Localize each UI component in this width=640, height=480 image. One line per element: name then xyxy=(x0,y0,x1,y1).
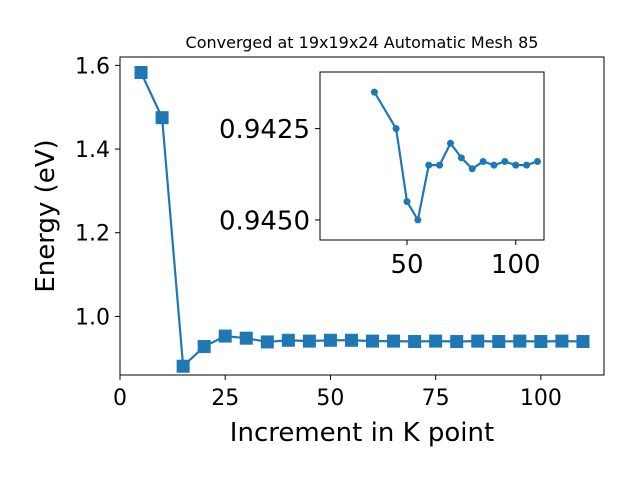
inset-x-tick-label: 100 xyxy=(491,250,541,280)
main-data-point xyxy=(218,329,232,343)
main-y-tick-label: 1.2 xyxy=(75,222,110,247)
main-data-point xyxy=(387,334,401,348)
main-data-point xyxy=(555,334,569,348)
inset-background xyxy=(320,72,544,240)
main-plot-frame xyxy=(119,56,605,376)
inset-x-axis-ticks: 50 100 xyxy=(390,240,541,280)
main-data-point xyxy=(260,335,274,349)
x-axis-label: Increment in K point xyxy=(230,418,494,448)
main-data-point xyxy=(176,359,190,373)
main-data-point xyxy=(323,333,337,347)
main-y-tick-label: 1.6 xyxy=(75,54,110,79)
inset-series xyxy=(370,88,541,224)
inset-data-point xyxy=(457,154,465,162)
main-y-tick-label: 1.0 xyxy=(75,305,110,330)
main-data-point xyxy=(576,335,590,349)
inset-data-point xyxy=(501,157,509,165)
inset-data-point xyxy=(436,161,444,169)
main-y-tick-label: 1.4 xyxy=(75,138,110,163)
main-data-point xyxy=(450,335,464,349)
main-x-tick-label: 75 xyxy=(422,386,450,411)
main-data-point xyxy=(408,335,422,349)
main-data-point xyxy=(513,334,527,348)
main-data-point xyxy=(281,333,295,347)
inset-data-point xyxy=(523,161,531,169)
inset-data-point xyxy=(414,216,422,224)
inset-data-point xyxy=(468,165,476,173)
main-x-axis-ticks: 0 25 50 75 100 xyxy=(113,375,562,411)
main-data-point xyxy=(155,111,169,125)
y-axis-label: Energy (eV) xyxy=(31,139,61,292)
inset-data-point xyxy=(392,125,400,133)
main-x-tick-label: 0 xyxy=(113,386,127,411)
inset-data-point xyxy=(425,161,433,169)
main-series-line xyxy=(140,72,583,369)
main-x-tick-label: 50 xyxy=(316,386,344,411)
main-data-point xyxy=(197,340,211,354)
inset-y-axis-ticks: 0.9425 0.9450 xyxy=(219,115,320,236)
main-data-point xyxy=(429,334,443,348)
main-data-point xyxy=(492,335,506,349)
inset-y-tick-label: 0.9425 xyxy=(219,115,310,145)
main-x-tick-label: 25 xyxy=(211,386,239,411)
inset-plot: 50 100 0.9425 0.9450 xyxy=(219,71,545,280)
chart-title: Converged at 19x19x24 Automatic Mesh 85 xyxy=(186,33,539,52)
main-data-point xyxy=(302,334,316,348)
inset-x-tick-label: 50 xyxy=(390,250,423,280)
inset-y-tick-label: 0.9450 xyxy=(219,206,310,236)
main-plot: Converged at 19x19x24 Automatic Mesh 85 … xyxy=(31,33,605,448)
inset-data-point xyxy=(403,198,411,206)
inset-plot-frame xyxy=(319,71,545,241)
main-x-tick-label: 100 xyxy=(520,386,562,411)
main-data-point xyxy=(344,333,358,347)
main-data-point xyxy=(134,65,148,79)
inset-data-point xyxy=(490,161,498,169)
main-data-point xyxy=(366,334,380,348)
inset-data-point xyxy=(479,157,487,165)
main-data-point xyxy=(471,334,485,348)
main-data-point xyxy=(239,331,253,345)
main-series xyxy=(134,65,590,373)
main-y-axis-ticks: 1.0 1.2 1.4 1.6 xyxy=(75,54,120,330)
main-data-point xyxy=(534,335,548,349)
inset-data-point xyxy=(370,88,378,96)
inset-data-point xyxy=(512,161,520,169)
inset-data-point xyxy=(533,157,541,165)
inset-data-point xyxy=(446,139,454,147)
